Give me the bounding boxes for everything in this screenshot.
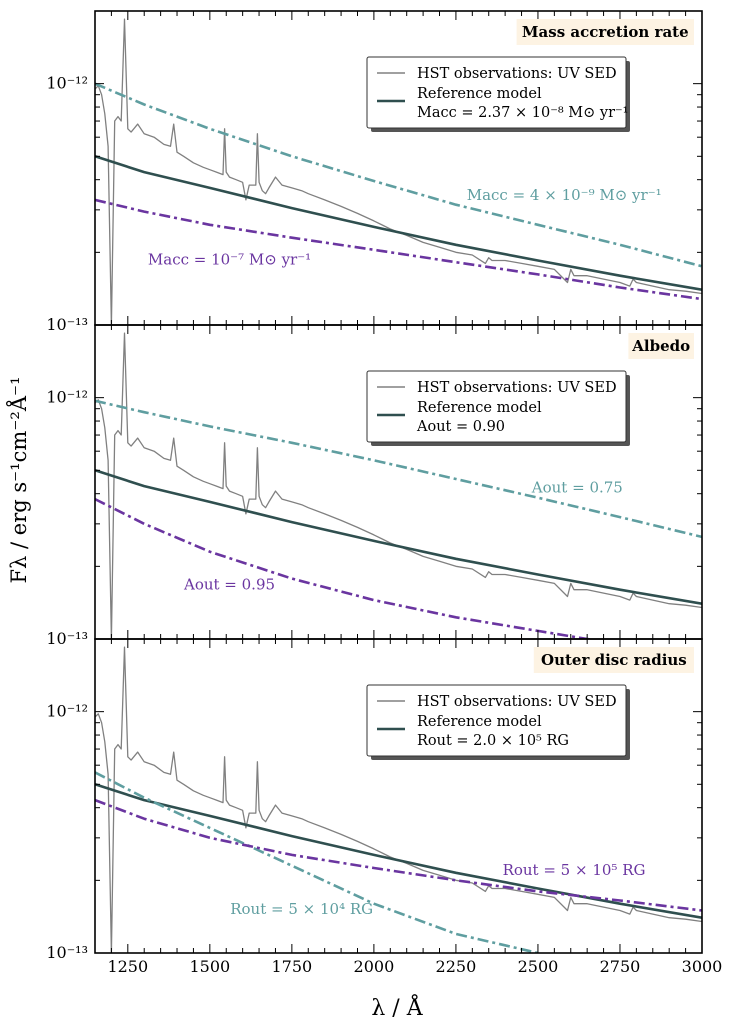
panel-title: Outer disc radius [541, 651, 687, 669]
legend-reference-value: Aout = 0.90 [416, 419, 505, 435]
legend: HST observations: UV SED Reference model R… [366, 684, 630, 760]
x-tick-label: 2500 [518, 957, 559, 976]
panel-title-box [516, 19, 694, 45]
legend-observations-label: HST observations: UV SED [417, 694, 617, 710]
reference-model-line [95, 155, 702, 291]
legend-reference-label: Reference model [417, 400, 542, 416]
observed-sed-line [95, 332, 702, 639]
x-tick-label: 1500 [189, 957, 230, 976]
legend: HST observations: UV SED Reference model M… [366, 56, 630, 132]
y-tick-label: 10⁻¹³ [46, 315, 88, 334]
y-axis-label: Fλ / erg s⁻¹cm⁻²Å⁻¹ [6, 376, 31, 583]
y-tick-label: 10⁻¹² [46, 74, 88, 93]
x-tick-label: 3000 [682, 957, 723, 976]
teal-model-line [95, 399, 702, 539]
y-tick-label: 10⁻¹³ [46, 943, 88, 962]
x-tick-label: 2750 [600, 957, 641, 976]
model-annotation: Aout = 0.75 [531, 478, 623, 496]
teal-model-line [95, 82, 702, 268]
panel-title: Albedo [631, 337, 690, 355]
reference-model-line [95, 783, 702, 919]
x-tick-label: 1750 [272, 957, 313, 976]
legend-reference-label: Reference model [417, 86, 542, 102]
legend-reference-value: Rout = 2.0 × 10⁵ RG [417, 733, 569, 749]
plot-frame [94, 638, 703, 954]
purple-model-line [95, 198, 702, 301]
x-tick-label: 2000 [354, 957, 395, 976]
reference-model-line [95, 469, 702, 605]
y-tick-label: 10⁻¹² [46, 388, 88, 407]
x-tick-label: 2250 [436, 957, 477, 976]
model-annotation: Aout = 0.95 [183, 576, 275, 594]
model-annotation: Macc = 4 × 10⁻⁹ M⊙ yr⁻¹ [467, 186, 662, 204]
panel-title: Mass accretion rate [522, 23, 689, 41]
x-tick-label: 1250 [107, 957, 148, 976]
purple-model-line [95, 798, 702, 912]
legend-observations-label: HST observations: UV SED [417, 66, 617, 82]
chart-panel-3: 10⁻¹² 10⁻¹³ 1250 1500 1750 2000 2250 2500 2750 30… [46, 638, 723, 976]
panel-title-box [533, 647, 694, 673]
observed-sed-line [95, 18, 702, 325]
model-annotation: Rout = 5 × 10⁵ RG [503, 861, 646, 879]
model-annotation: Macc = 10⁻⁷ M⊙ yr⁻¹ [148, 251, 311, 269]
model-annotation: Rout = 5 × 10⁴ RG [230, 900, 373, 918]
observed-sed-line [95, 646, 702, 953]
x-axis-label: λ / Å [371, 993, 423, 1021]
legend-reference-value: Macc = 2.37 × 10⁻⁸ M⊙ yr⁻¹ [417, 105, 628, 121]
legend-observations-label: HST observations: UV SED [417, 380, 617, 396]
legend-reference-label: Reference model [417, 714, 542, 730]
legend: HST observations: UV SED Reference model A… [366, 370, 630, 446]
y-tick-label: 10⁻¹² [46, 702, 88, 721]
chart-panel-1: 10⁻¹² 10⁻¹³ Mass accretion rate HST observa… [46, 10, 703, 334]
teal-model-line [95, 771, 539, 953]
panel-title-box [628, 333, 694, 359]
y-tick-label: 10⁻¹³ [46, 629, 88, 648]
